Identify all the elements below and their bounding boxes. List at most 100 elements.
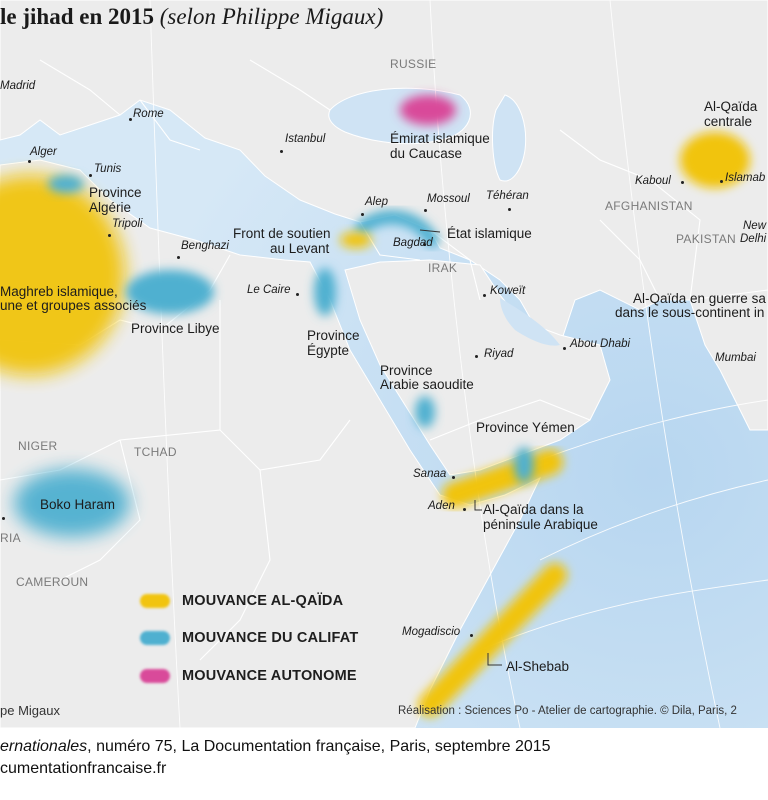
country-label-pakistan: PAKISTAN — [676, 232, 736, 246]
source-line-2: cumentationfrancaise.fr — [0, 760, 167, 777]
legend-swatch-autonome — [140, 669, 170, 683]
city-label-alep: Alep — [365, 196, 389, 208]
group-label-aqmi-2: une et groupes associés — [0, 298, 147, 313]
city-label-mumbai: Mumbai — [715, 352, 756, 364]
city-dot-tunis — [89, 174, 92, 177]
city-dot-koweit — [483, 294, 486, 297]
city-dot-istanbul — [280, 150, 283, 153]
zone-province-algerie — [48, 175, 84, 193]
city-dot-tripoli — [108, 234, 111, 237]
city-dot-kaboul — [681, 181, 684, 184]
group-label-aqpa-2: péninsule Arabique — [483, 517, 598, 532]
group-label-aqpa-1: Al-Qaïda dans la — [483, 502, 584, 517]
source-details: , numéro 75, La Documentation française,… — [87, 738, 551, 755]
legend-item-autonome: MOUVANCE AUTONOME — [140, 665, 357, 687]
group-label-al-shebab: Al-Shebab — [506, 659, 570, 674]
city-label-madrid: Madrid — [0, 80, 36, 92]
city-label-mossoul: Mossoul — [427, 193, 470, 205]
group-label-province-yemen: Province Yémen — [476, 420, 575, 435]
city-label-kaboul: Kaboul — [635, 175, 671, 187]
city-dot-rome — [129, 118, 132, 121]
legend-label-califat: MOUVANCE DU CALIFAT — [182, 630, 359, 646]
leader-lines — [419, 229, 502, 666]
city-dot-aden — [463, 508, 466, 511]
city-label-new-delhi-2: Delhi — [740, 233, 767, 245]
country-label-russie: RUSSIE — [390, 57, 437, 71]
legend-swatch-califat — [140, 631, 170, 645]
legend-item-califat: MOUVANCE DU CALIFAT — [140, 627, 358, 649]
author-credit: pe Migaux — [0, 703, 60, 718]
city-dot-alger — [28, 160, 31, 163]
city-label-mogadiscio: Mogadiscio — [402, 626, 461, 638]
graticule — [149, 0, 768, 728]
city-dot-mogadiscio — [470, 634, 473, 637]
city-label-abou-dhabi: Abou Dhabi — [570, 338, 631, 350]
group-label-province-egypte-1: Province — [307, 328, 360, 343]
group-label-province-arabie-1: Province — [380, 363, 433, 378]
city-dot-islamabad — [720, 180, 723, 183]
city-label-sanaa: Sanaa — [413, 468, 447, 480]
city-label-koweit: Koweït — [490, 285, 526, 297]
zone-province-arabie — [415, 396, 435, 428]
legend-label-al-qaida: MOUVANCE AL-QAÏDA — [182, 593, 344, 609]
group-label-province-algerie-1: Province — [89, 185, 142, 200]
group-label-caucase-1: Émirat islamique — [390, 131, 490, 146]
group-label-aqis-2: dans le sous-continent in — [615, 305, 765, 320]
source-line-1: ernationales, numéro 75, La Documentatio… — [0, 738, 551, 756]
group-label-etat-islamique: État islamique — [447, 226, 532, 241]
city-label-teheran: Téhéran — [486, 190, 529, 202]
source-publication: ernationales — [0, 738, 88, 755]
group-label-front-levant-2: au Levant — [270, 241, 330, 256]
zone-front-levant — [340, 232, 372, 248]
city-label-istanbul: Istanbul — [285, 133, 326, 145]
city-label-rome: Rome — [133, 108, 164, 120]
legend-swatch-al-qaida — [140, 594, 170, 608]
legend-label-autonome: MOUVANCE AUTONOME — [182, 668, 357, 684]
city-dot-teheran — [508, 208, 511, 211]
production-credit: Réalisation : Sciences Po - Atelier de c… — [398, 705, 737, 717]
city-label-bagdad: Bagdad — [393, 237, 433, 249]
zone-aqc — [680, 132, 750, 188]
map-area: le jihad en 2015 (selon Philippe Migaux)… — [0, 0, 768, 728]
city-dot-abou-dhabi — [563, 347, 566, 350]
city-dot-benghazi — [177, 256, 180, 259]
city-label-benghazi: Benghazi — [181, 240, 229, 252]
zone-caucase — [400, 95, 456, 125]
city-dot-abuja — [2, 517, 5, 520]
group-label-aqc-1: Al-Qaïda — [704, 99, 758, 114]
group-label-front-levant-1: Front de soutien — [233, 226, 331, 241]
zone-province-libye — [126, 270, 214, 314]
group-label-province-egypte-2: Égypte — [307, 343, 350, 358]
group-label-aqmi-1: Maghreb islamique, — [0, 284, 118, 299]
country-label-nigeria: RIA — [0, 531, 21, 545]
zone-etat-islamique — [355, 210, 439, 247]
movement-zones — [0, 95, 750, 717]
group-label-province-algerie-2: Algérie — [89, 200, 132, 215]
city-dot-mossoul — [424, 209, 427, 212]
zone-boko-haram — [14, 469, 130, 537]
country-label-irak: IRAK — [428, 261, 458, 275]
group-label-province-arabie-2: Arabie saoudite — [380, 377, 474, 392]
zone-al-shebab — [418, 563, 567, 717]
group-label-province-libye: Province Libye — [131, 321, 220, 336]
group-label-caucase-2: du Caucase — [390, 146, 463, 161]
city-label-le-caire: Le Caire — [247, 284, 291, 296]
city-label-riyad: Riyad — [484, 348, 514, 360]
group-label-aqis-1: Al-Qaïda en guerre sa — [633, 291, 766, 306]
city-label-alger: Alger — [30, 146, 57, 158]
zone-aqmi — [0, 175, 125, 375]
country-label-niger: NIGER — [18, 439, 58, 453]
country-label-tchad: TCHAD — [134, 445, 177, 459]
zone-province-yemen — [514, 447, 534, 483]
map-basemap — [0, 0, 768, 728]
group-label-aqc-2: centrale — [704, 114, 753, 129]
map-title: le jihad en 2015 (selon Philippe Migaux) — [0, 4, 383, 30]
map-title-author: (selon Philippe Migaux) — [159, 4, 384, 29]
city-label-aden: Aden — [428, 500, 455, 512]
city-label-tripoli: Tripoli — [112, 218, 143, 230]
legend-item-al-qaida: MOUVANCE AL-QAÏDA — [140, 590, 343, 612]
city-dot-sanaa — [452, 476, 455, 479]
city-dot-alep — [361, 213, 364, 216]
country-label-afghanistan: AFGHANISTAN — [605, 199, 693, 213]
